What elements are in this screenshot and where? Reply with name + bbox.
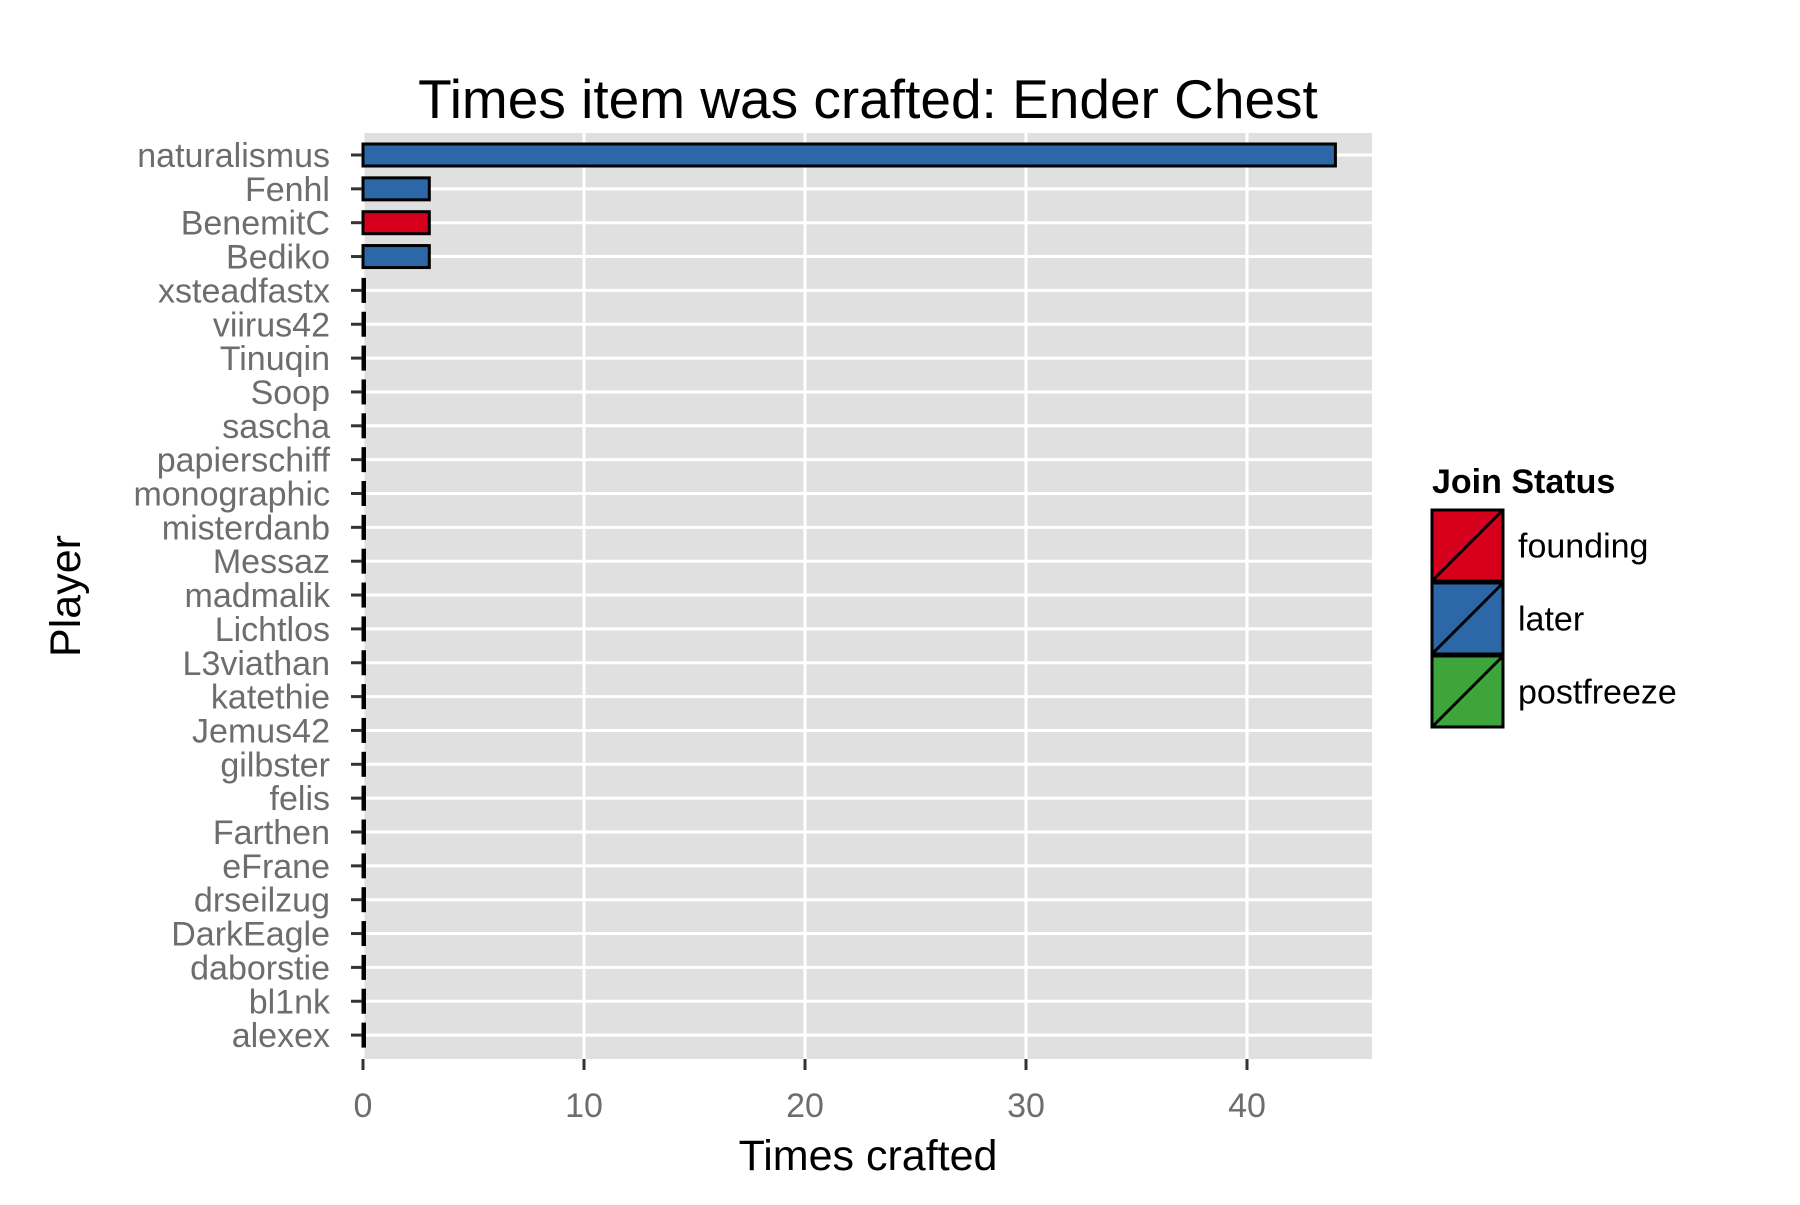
chart-title: Times item was crafted: Ender Chest [418,68,1318,130]
x-axis-title: Times crafted [739,1132,998,1180]
bar-misterdanb [361,514,366,540]
y-tick-label: papierschiff [157,442,331,480]
y-tick-label: drseilzug [194,882,330,920]
x-tick-label: 10 [565,1087,603,1125]
bar-eFrane [361,853,366,879]
bar-Bediko [361,244,431,270]
bar-Fenhl [361,176,431,202]
bar-Soop [361,379,366,405]
legend-item-postfreeze: postfreeze [1430,654,1677,729]
y-tick-label: viirus42 [213,306,330,344]
y-tick-label: madmalik [185,577,331,615]
y-tick-label: felis [270,780,330,818]
y-tick-label: daborstie [190,949,330,987]
y-tick-label: Fenhl [245,171,330,209]
y-tick-label: Farthen [213,814,330,852]
bar-Tinuqin [361,345,366,371]
bar-gilbster [361,751,366,777]
legend-swatch-diagonal [1430,654,1505,729]
y-tick-label: bl1nk [249,983,331,1021]
bar-papierschiff [361,447,366,473]
bar-monographic [361,481,366,506]
y-tick-label: DarkEagle [171,916,330,954]
bar-Farthen [361,819,366,845]
legend-label: founding [1518,528,1648,566]
y-tick-label: L3viathan [183,645,330,683]
y-tick-label: misterdanb [162,509,330,547]
x-tick-label: 20 [786,1087,824,1125]
y-tick-label: monographic [133,476,330,514]
y-axis-title: Player [42,535,90,657]
axes: 0 10 20 30 40 naturalismusFenhlBenemitCBediko… [133,137,1265,1125]
bar-Jemus42 [361,717,366,743]
bar-L3viathan [361,650,366,676]
bars [361,142,1337,1048]
bar-felis [361,785,366,811]
bar-DarkEagle [361,921,366,947]
y-tick-label: alexex [232,1017,330,1055]
legend-items: founding later postfreeze [1430,508,1677,729]
y-tick-label: eFrane [222,848,330,886]
legend-item-founding: founding [1430,508,1648,583]
bar-naturalismus [361,142,1337,168]
legend-label: postfreeze [1518,674,1677,712]
legend-item-later: later [1430,581,1584,656]
y-tick-label: Bediko [226,239,330,277]
y-tick-label: Jemus42 [192,712,330,750]
legend: Join Status founding later postfreeze [1430,463,1677,729]
bar-alexex [361,1022,366,1048]
y-tick-label: naturalismus [137,137,330,175]
bar-drseilzug [361,887,366,913]
bar-Lichtlos [361,616,366,642]
y-tick-label: gilbster [220,746,330,784]
bar-bl1nk [361,988,366,1014]
legend-title: Join Status [1432,463,1615,501]
y-tick-label: Messaz [213,543,330,581]
bar-xsteadfastx [361,277,366,303]
bar-madmalik [361,582,366,608]
y-tick-label: katethie [211,679,330,717]
y-tick-label: BenemitC [181,205,330,243]
legend-swatch-diagonal [1430,508,1505,583]
y-tick-label: xsteadfastx [158,272,330,310]
x-tick-label: 40 [1228,1087,1266,1125]
gridlines [361,133,1372,1059]
bar-daborstie [361,954,366,980]
bar-katethie [361,684,366,710]
bar-sascha [361,413,366,439]
y-tick-label: Soop [251,374,330,412]
x-tick-label: 30 [1007,1087,1045,1125]
y-tick-label: Lichtlos [215,611,330,649]
bar-viirus42 [361,311,366,337]
y-tick-label: Tinuqin [220,340,330,378]
y-tick-label: sascha [222,408,330,446]
legend-label: later [1518,601,1584,639]
bar-BenemitC [361,210,431,236]
bar-Messaz [361,548,366,574]
x-tick-label: 0 [354,1087,373,1125]
legend-swatch-diagonal [1430,581,1505,656]
